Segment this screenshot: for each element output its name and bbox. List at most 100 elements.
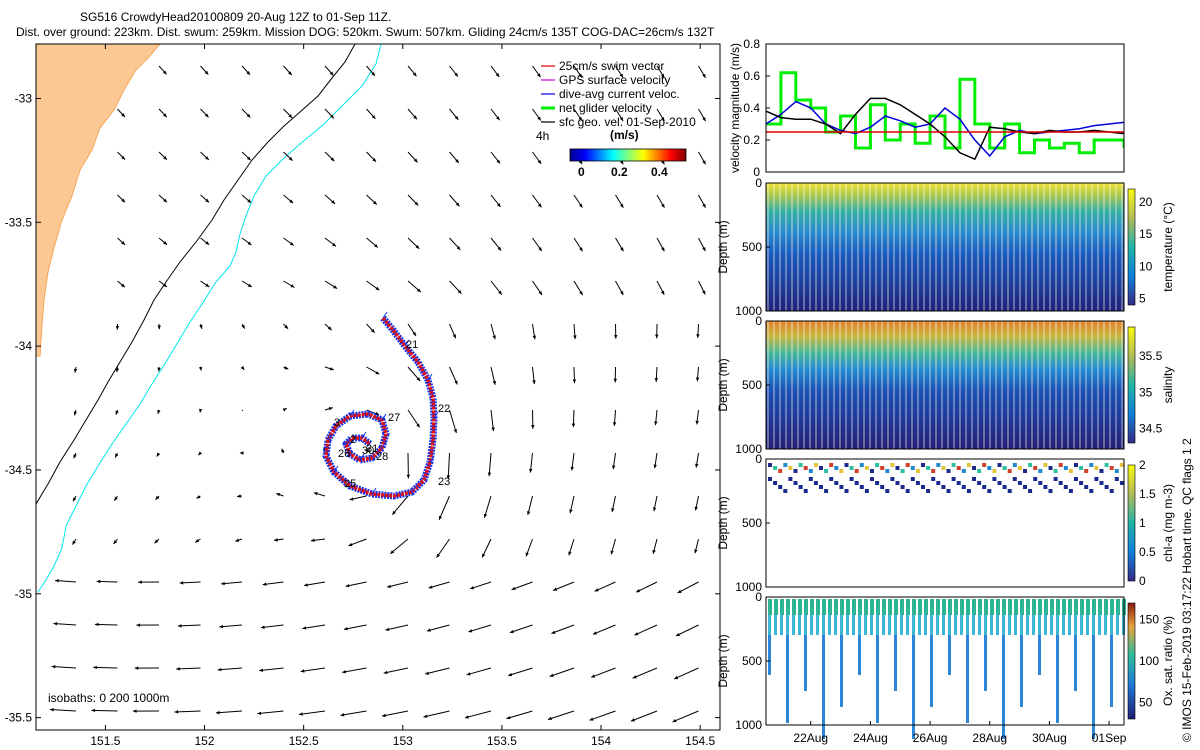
sfc-velocity-arrowhead: [425, 671, 430, 675]
chl-deep-dot: [972, 477, 976, 481]
sfc-velocity-arrowhead: [537, 203, 542, 208]
sfc-velocity-arrowhead: [196, 495, 201, 499]
chl-surface-dot: [1028, 463, 1033, 467]
oxygen-midwater-dots: [1080, 615, 1083, 635]
sfc-velocity-arrowhead: [702, 203, 706, 208]
oxygen-midwater-dots: [912, 615, 915, 635]
sfc-velocity-arrowhead: [612, 465, 616, 470]
sfc-velocity-arrowhead: [284, 366, 289, 370]
oxygen-surface-dots: [774, 599, 778, 615]
chl-deep-dot: [931, 477, 936, 481]
section-field: [766, 459, 1124, 587]
map-legend: 25cm/s swim vector GPS surface velocity …: [536, 59, 696, 179]
oxygen-deep-dots: [930, 635, 933, 707]
chl-surface-dot: [834, 466, 839, 470]
oxygen-midwater-dots: [960, 615, 963, 635]
map-panel: 151.5 152 152.5 153 153.5 154 154.5 -33-33.5-3…: [5, 43, 721, 748]
oxygen-surface-dots: [792, 599, 796, 615]
oxygen-midwater-dots: [990, 615, 993, 635]
track-day-labels: 21 22 23 25 27 28 30 3 2 26 31: [334, 339, 450, 490]
chl-deep-dot: [768, 477, 772, 481]
section-field: [766, 321, 1124, 449]
sfc-velocity-arrow: [53, 623, 77, 626]
depth-axis-label: Depth (m): [716, 634, 730, 687]
section-colorbar: [1127, 602, 1136, 720]
oxygen-midwater-dots: [1116, 615, 1119, 635]
isobath-200m: [37, 44, 382, 593]
chl-deep-dot: [1038, 481, 1043, 485]
chl-deep-dot: [910, 477, 915, 481]
oxygen-midwater-dots: [996, 615, 999, 635]
oxygen-surface-dots: [1110, 599, 1114, 615]
section-field: [766, 183, 1124, 311]
track-tick: [381, 441, 387, 449]
sfc-velocity-arrowhead: [221, 581, 225, 586]
track-tick: [404, 339, 410, 347]
chl-surface-dot: [1043, 463, 1048, 467]
oxygen-midwater-dots: [1104, 615, 1107, 635]
date-tick-label: 01Sep: [1092, 731, 1127, 745]
oxygen-surface-dots: [840, 599, 844, 615]
sfc-velocity-arrowhead: [454, 115, 459, 120]
oxygen-deep-dots: [1002, 635, 1005, 739]
chl-deep-dot: [1094, 477, 1099, 481]
oxygen-surface-dots: [948, 599, 952, 615]
chl-surface-dot: [1063, 466, 1068, 470]
sfc-velocity-arrowhead: [549, 673, 554, 677]
sfc-velocity-arrowhead: [654, 378, 659, 382]
sfc-velocity-arrowhead: [371, 71, 375, 76]
sfc-velocity-arrowhead: [375, 286, 380, 291]
map-x-tick-label: 154: [591, 734, 611, 748]
sfc-velocity-arrowhead: [215, 710, 220, 715]
chl-surface-dot: [1012, 463, 1017, 467]
speed-colorbar: [569, 148, 687, 162]
section-panel-oxygen: 0 500 1000 Depth (m) 150 100 50 Ox. sat. ratio …: [716, 590, 1175, 739]
sfc-velocity-arrow: [464, 710, 492, 719]
chl-deep-dot: [1023, 485, 1027, 489]
sfc-velocity-arrowhead: [589, 717, 594, 721]
chl-surface-dot: [926, 466, 931, 470]
oxygen-midwater-dots: [1074, 615, 1077, 635]
oxygen-surface-dots: [882, 599, 886, 615]
chl-surface-dot: [778, 469, 783, 473]
oxygen-deep-dots: [804, 635, 807, 691]
oxygen-surface-dots: [990, 599, 994, 615]
map-y-tick-label: -34.5: [5, 463, 33, 477]
sfc-velocity-arrowhead: [406, 474, 411, 479]
chl-surface-dot: [803, 466, 808, 470]
sfc-velocity-arrowhead: [349, 497, 354, 501]
colorbar-tick-label: 0.5: [1139, 545, 1156, 559]
sfc-velocity-arrowhead: [157, 409, 161, 414]
chl-deep-dot: [1048, 489, 1053, 493]
colorbar-tick-label: 5: [1139, 292, 1146, 306]
date-tick-label: 30Aug: [1032, 731, 1067, 745]
sfc-velocity-arrow: [217, 667, 243, 671]
sfc-velocity-arrowhead: [426, 628, 431, 632]
colorbar-tick-label: 35.5: [1139, 349, 1163, 363]
section-colorbar: [1127, 188, 1136, 306]
sfc-velocity-arrowhead: [121, 198, 126, 203]
sfc-velocity-arrowhead: [464, 715, 469, 719]
chl-deep-dot: [1043, 485, 1048, 489]
sfc-velocity-arrow: [425, 667, 450, 675]
sfc-velocity-arrowhead: [237, 494, 241, 498]
chl-surface-dot: [798, 463, 803, 467]
glider-track: [322, 311, 439, 500]
sfc-velocity-arrowhead: [138, 580, 142, 584]
chl-deep-dot: [956, 481, 961, 485]
sfc-velocity-arrowhead: [289, 199, 294, 204]
oxygen-surface-dots: [900, 599, 904, 615]
sfc-velocity-arrowhead: [416, 377, 421, 382]
colorbar-tick: 0.2: [611, 165, 628, 179]
oxygen-surface-dots: [996, 599, 1000, 615]
colorbar-label: temperature (°C): [1161, 202, 1175, 292]
sfc-velocity-arrowhead: [313, 492, 318, 496]
oxygen-surface-dots: [804, 599, 808, 615]
track-tick: [345, 437, 351, 445]
sfc-velocity-arrowhead: [260, 625, 265, 629]
chl-surface-dot: [1033, 466, 1038, 470]
chl-surface-dot: [977, 469, 982, 473]
velocity-y-tick-label: 0.8: [743, 37, 760, 51]
chl-deep-dot: [992, 477, 997, 481]
sfc-velocity-arrowhead: [276, 493, 281, 497]
